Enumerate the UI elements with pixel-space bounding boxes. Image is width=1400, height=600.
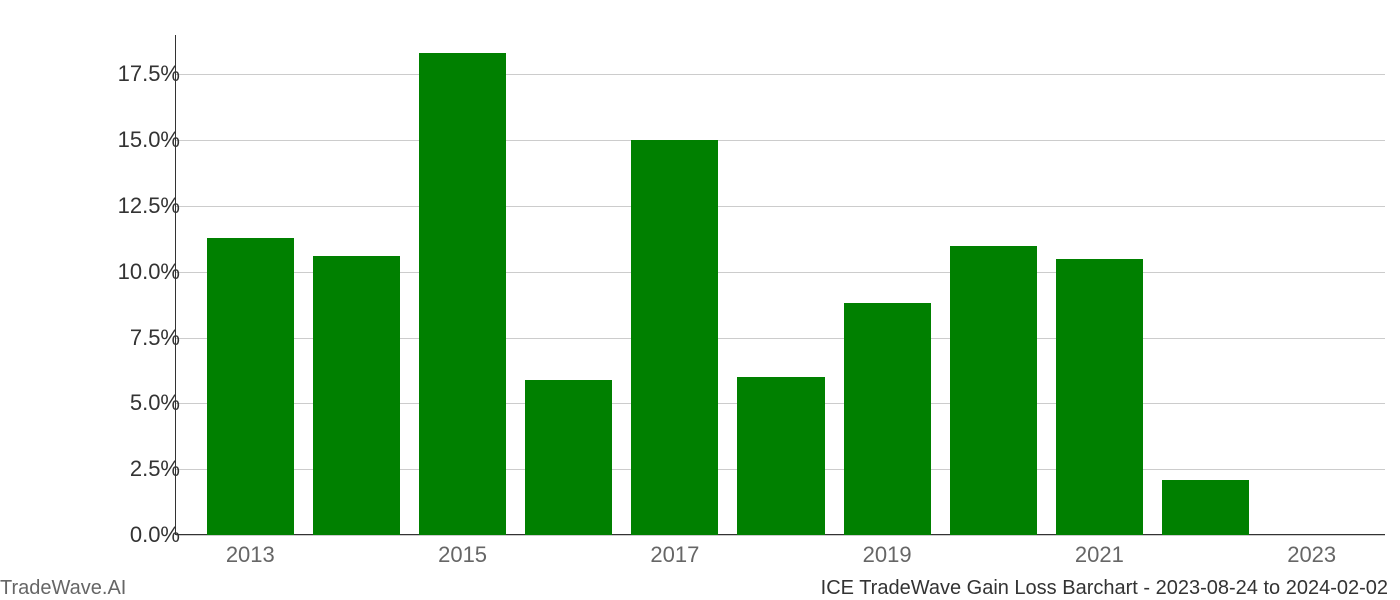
x-tick-label: 2019 bbox=[863, 542, 912, 568]
gridline bbox=[176, 535, 1385, 536]
chart-container: 201320152017201920212023 bbox=[175, 35, 1385, 535]
x-tick-label: 2015 bbox=[438, 542, 487, 568]
y-tick-label: 12.5% bbox=[100, 193, 180, 219]
x-tick-label: 2023 bbox=[1287, 542, 1336, 568]
bar bbox=[1162, 480, 1249, 535]
gridline bbox=[176, 74, 1385, 75]
y-tick-label: 15.0% bbox=[100, 127, 180, 153]
bar bbox=[419, 53, 506, 535]
gridline bbox=[176, 206, 1385, 207]
bar bbox=[950, 246, 1037, 535]
bar bbox=[737, 377, 824, 535]
gridline bbox=[176, 140, 1385, 141]
x-tick-label: 2013 bbox=[226, 542, 275, 568]
bar bbox=[313, 256, 400, 535]
bar bbox=[844, 303, 931, 535]
y-tick-label: 2.5% bbox=[100, 456, 180, 482]
y-tick-label: 5.0% bbox=[100, 390, 180, 416]
y-tick-label: 7.5% bbox=[100, 325, 180, 351]
x-tick-label: 2021 bbox=[1075, 542, 1124, 568]
bar bbox=[207, 238, 294, 535]
y-tick-label: 17.5% bbox=[100, 61, 180, 87]
bar bbox=[1056, 259, 1143, 535]
y-tick-label: 0.0% bbox=[100, 522, 180, 548]
x-tick-label: 2017 bbox=[650, 542, 699, 568]
bar bbox=[631, 140, 718, 535]
plot-area: 201320152017201920212023 bbox=[175, 35, 1385, 535]
bar bbox=[525, 380, 612, 535]
y-tick-label: 10.0% bbox=[100, 259, 180, 285]
footer-left-label: TradeWave.AI bbox=[0, 577, 126, 600]
footer-right-label: ICE TradeWave Gain Loss Barchart - 2023-… bbox=[821, 577, 1388, 600]
